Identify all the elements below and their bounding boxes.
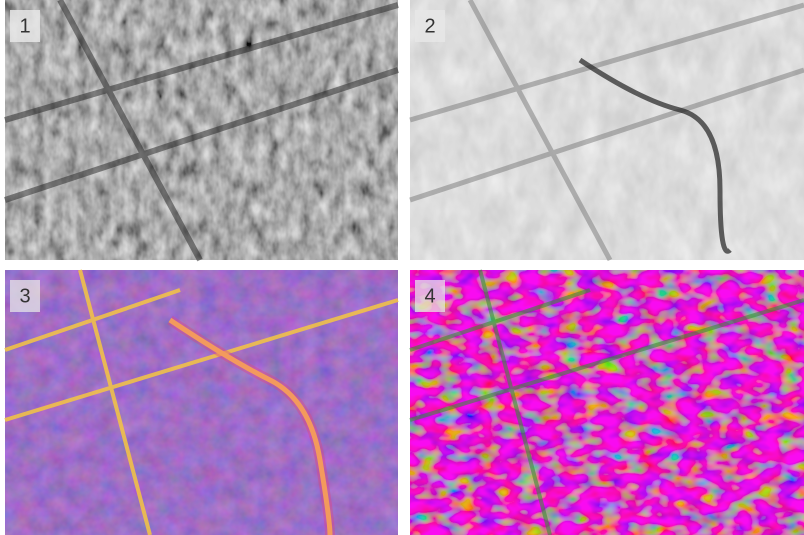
image-texture <box>5 0 398 260</box>
panel-number: 1 <box>19 15 30 37</box>
panel-number: 2 <box>424 15 435 37</box>
panel-number: 4 <box>424 285 435 307</box>
panel: 2 <box>410 0 804 260</box>
panel: 1 <box>5 0 398 260</box>
page: 1 2 3 4 (() => { const data = JSON.parse… <box>0 0 804 535</box>
panel-number: 3 <box>19 285 30 307</box>
figure: 1 2 3 4 <box>0 0 804 535</box>
image-texture <box>410 0 804 260</box>
panel: 3 <box>5 270 398 535</box>
panel: 4 <box>410 270 804 535</box>
